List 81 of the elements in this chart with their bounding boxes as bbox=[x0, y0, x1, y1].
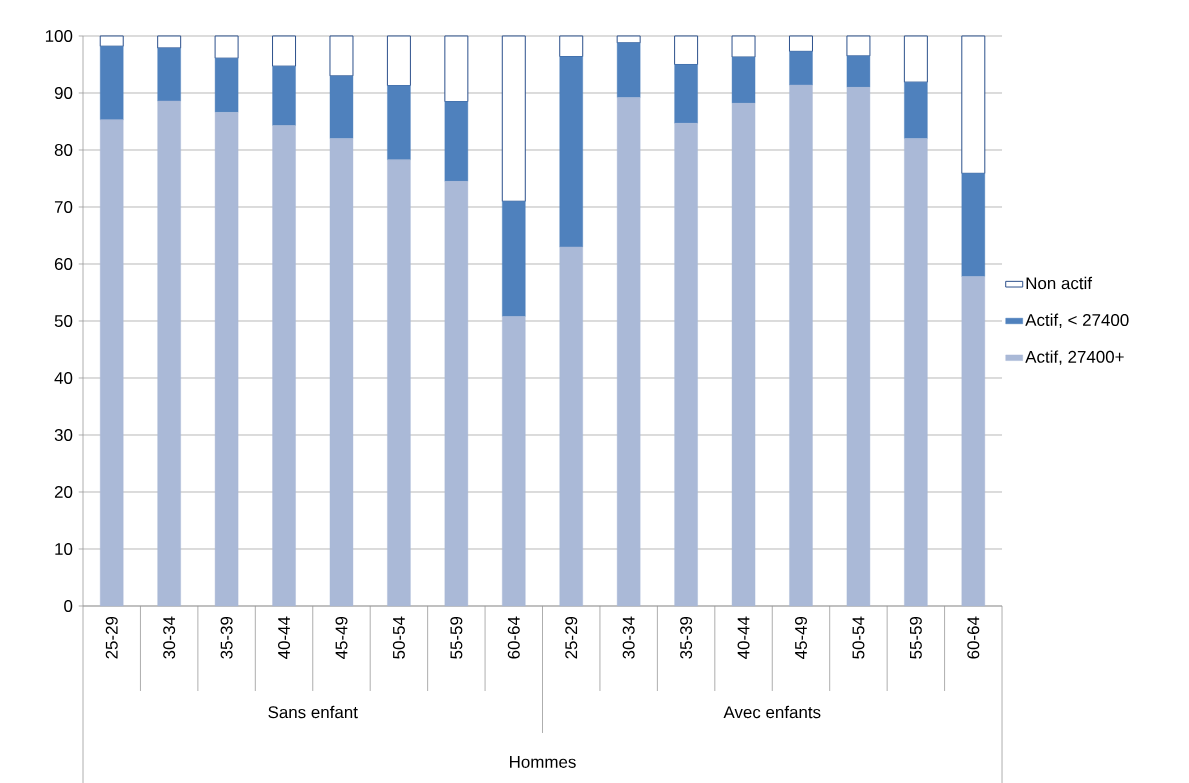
bar bbox=[846, 35, 871, 57]
bar bbox=[731, 56, 756, 104]
bar bbox=[674, 64, 698, 124]
bar bbox=[559, 35, 584, 57]
text: Hommes bbox=[510, 755, 576, 768]
bar bbox=[100, 45, 124, 120]
bar bbox=[846, 86, 871, 607]
x-tick-label: 30-34 bbox=[163, 616, 176, 659]
bar bbox=[961, 35, 986, 174]
y-tick-label: 60 bbox=[54, 257, 73, 270]
x-tick-label: 25-29 bbox=[105, 616, 118, 659]
bar bbox=[789, 50, 813, 86]
x-tick-label: 55-59 bbox=[909, 616, 922, 659]
y-tick-label: 50 bbox=[54, 314, 73, 327]
bar bbox=[731, 102, 756, 607]
y-tick-label: 40 bbox=[54, 371, 73, 384]
bar bbox=[214, 35, 239, 59]
bar bbox=[272, 125, 296, 607]
bar bbox=[731, 35, 756, 58]
y-tick-label: 30 bbox=[54, 428, 73, 441]
x-tick-label: 35-39 bbox=[220, 616, 233, 659]
x-tick-label: 50-54 bbox=[852, 616, 865, 659]
x-tick-label: 60-64 bbox=[507, 616, 520, 659]
bar bbox=[387, 159, 411, 607]
y-tick-label: 20 bbox=[54, 485, 73, 498]
bar bbox=[99, 35, 124, 47]
bar bbox=[157, 100, 181, 607]
x-tick-label: 45-49 bbox=[335, 616, 348, 659]
bar bbox=[502, 200, 526, 317]
bar bbox=[501, 35, 526, 202]
text: Avec enfants bbox=[723, 705, 821, 719]
legend-label: Actif, 27400+ bbox=[1025, 350, 1124, 365]
bar bbox=[674, 122, 698, 607]
y-tick-label: 70 bbox=[54, 200, 73, 213]
y-tick-label: 100 bbox=[45, 29, 73, 42]
x-tick-label: 30-34 bbox=[622, 616, 635, 659]
y-tick-label: 0 bbox=[64, 599, 73, 612]
bar bbox=[559, 246, 583, 607]
bar bbox=[444, 101, 469, 182]
x-tick-label: 50-54 bbox=[392, 616, 405, 659]
bar bbox=[502, 316, 526, 607]
bar bbox=[329, 35, 354, 77]
bar bbox=[329, 75, 354, 139]
bar bbox=[272, 65, 296, 126]
y-tick-label: 80 bbox=[54, 143, 73, 156]
bar bbox=[444, 180, 469, 607]
x-tick-label: 25-29 bbox=[565, 616, 578, 659]
x-tick-label: 40-44 bbox=[278, 616, 291, 659]
x-tick-label: 60-64 bbox=[967, 616, 980, 659]
text: Sans enfant bbox=[268, 705, 358, 719]
bar bbox=[157, 35, 182, 49]
bar bbox=[961, 276, 985, 607]
bar bbox=[903, 35, 928, 83]
bar bbox=[961, 172, 985, 277]
bar bbox=[674, 35, 699, 65]
bar bbox=[616, 42, 641, 98]
x-tick-label: 35-39 bbox=[680, 616, 693, 659]
x-tick-label: 45-49 bbox=[794, 616, 807, 659]
bar bbox=[904, 81, 928, 139]
y-tick-label: 10 bbox=[55, 542, 73, 555]
bar bbox=[616, 35, 641, 44]
legend-label: Actif, < 27400 bbox=[1025, 313, 1129, 328]
bar bbox=[329, 138, 354, 607]
bar bbox=[616, 97, 641, 607]
bar bbox=[100, 119, 124, 607]
y-tick-label: 90 bbox=[54, 86, 73, 99]
bar bbox=[157, 47, 181, 101]
bar bbox=[386, 35, 411, 86]
bar bbox=[272, 35, 297, 67]
bar bbox=[788, 35, 813, 52]
bar bbox=[559, 56, 583, 247]
bar bbox=[846, 55, 871, 88]
bar bbox=[214, 111, 239, 607]
bar bbox=[444, 35, 469, 102]
x-tick-label: 55-59 bbox=[450, 616, 463, 659]
x-tick-label: 40-44 bbox=[737, 616, 750, 659]
bar bbox=[904, 138, 928, 607]
bar bbox=[387, 85, 411, 160]
legend-label: Non actif bbox=[1026, 276, 1093, 290]
bar bbox=[214, 57, 239, 113]
bar bbox=[789, 84, 813, 607]
